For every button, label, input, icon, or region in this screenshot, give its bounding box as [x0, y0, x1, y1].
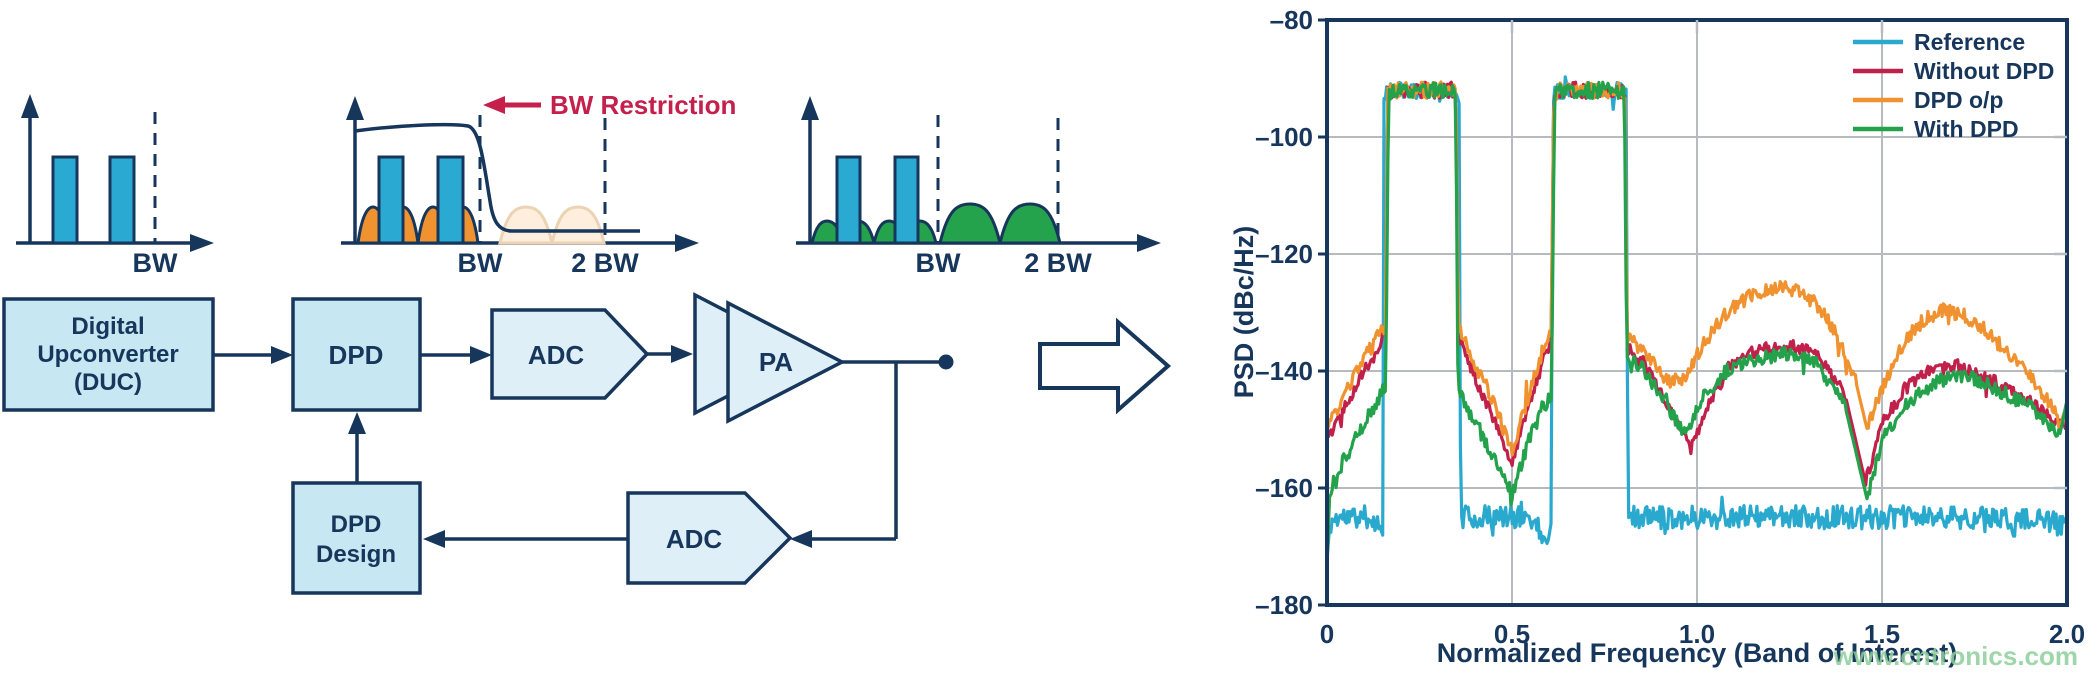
chart-legend: Reference Without DPD DPD o/p With DPD [1853, 29, 2054, 142]
legend-label: With DPD [1914, 116, 2019, 142]
x-tick-label: 0 [1320, 619, 1334, 649]
adc-feedback-block [626, 491, 793, 585]
adc-forward-block [490, 308, 650, 400]
series-with-dpd [1325, 80, 2068, 572]
duc-label-line2: Upconverter [37, 341, 178, 368]
y-axis-arrowhead-icon [21, 94, 39, 118]
arrowhead-icon [470, 346, 492, 364]
y-tick-label: –120 [1255, 239, 1313, 269]
series-dpd-o-p [1325, 80, 2068, 457]
y-tick-label: –80 [1270, 5, 1313, 35]
dpd-label: DPD [329, 340, 384, 370]
watermark: www.cntronics.com [1832, 641, 2078, 671]
arrowhead-icon [671, 345, 693, 363]
imd-hump-beyond-bw [998, 202, 1062, 245]
big-result-arrow-icon [1038, 317, 1172, 415]
x-axis-arrowhead-icon [1137, 234, 1161, 252]
dpd-design-label-line1: DPD [331, 511, 382, 538]
x-tick-label: 0.5 [1494, 619, 1530, 649]
y-axis-arrowhead-icon [801, 96, 819, 120]
restriction-arrowhead-icon [483, 96, 505, 114]
carrier-bar [377, 155, 405, 245]
output-node-dot [938, 354, 954, 370]
bw-restriction-label: BW Restriction [550, 90, 736, 120]
x-tick-label: 1.0 [1679, 619, 1715, 649]
duc-block [2, 297, 215, 412]
carrier-bar [51, 155, 79, 245]
x-tick-label: 2.0 [2049, 619, 2085, 649]
arrowhead-icon [348, 412, 366, 434]
x-axis-title: Normalized Frequency (Band of Interest) [1437, 638, 1958, 668]
pa-label: PA [759, 347, 793, 377]
x-tick-label: 1.5 [1864, 619, 1900, 649]
two-bw-label: 2 BW [571, 248, 639, 278]
suppressed-imd-hump [498, 205, 554, 245]
adc-feedback-label: ADC [666, 524, 723, 554]
chart-series [1325, 75, 2068, 572]
arrowhead-icon [423, 530, 445, 548]
dpd-block [291, 297, 422, 412]
spectrum-sketch-dpd-output: BW 2 BW BW Restriction [341, 90, 736, 278]
duc-label-line1: Digital [71, 313, 144, 340]
pa-amplifier-front-triangle [726, 300, 846, 424]
adc-forward-label: ADC [528, 340, 585, 370]
y-tick-label: –140 [1255, 356, 1313, 386]
suppressed-imd-hump [550, 205, 606, 245]
y-axis-arrowhead-icon [346, 96, 364, 120]
arrowhead-icon [790, 530, 812, 548]
dpd-design-block [291, 481, 422, 595]
x-axis-arrowhead-icon [190, 234, 214, 252]
y-tick-label: –160 [1255, 473, 1313, 503]
legend-label: Without DPD [1914, 58, 2054, 84]
duc-label-line3: (DUC) [74, 369, 142, 396]
arrowhead-icon [271, 346, 293, 364]
legend-label: Reference [1914, 29, 2025, 55]
carrier-bar [835, 155, 862, 245]
carrier-bar [893, 155, 920, 245]
bw-label: BW [133, 248, 178, 278]
bw-label: BW [458, 248, 503, 278]
x-axis-arrowhead-icon [675, 234, 699, 252]
spectrum-sketch-input: BW [16, 94, 214, 278]
y-tick-label: –180 [1255, 590, 1313, 620]
spectrum-sketch-pa-output: BW 2 BW [796, 96, 1161, 278]
series-without-dpd [1325, 80, 2068, 487]
two-bw-label: 2 BW [1024, 248, 1092, 278]
dpd-design-label-line2: Design [316, 541, 396, 568]
block-diagram: Digital Upconverter (DUC) DPD ADC PA ADC [2, 292, 1172, 595]
legend-label: DPD o/p [1914, 87, 2003, 113]
y-axis-title: PSD (dBc/Hz) [1229, 226, 1259, 399]
carrier-bar [108, 155, 136, 245]
carrier-bar [436, 155, 465, 245]
bw-label: BW [916, 248, 961, 278]
imd-hump-beyond-bw [938, 202, 1002, 245]
y-tick-label: –100 [1255, 122, 1313, 152]
